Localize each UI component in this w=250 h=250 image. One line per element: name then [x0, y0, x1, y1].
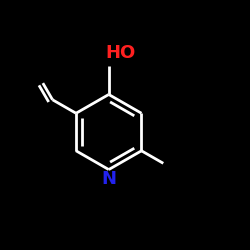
Text: HO: HO — [105, 44, 136, 62]
Text: N: N — [101, 170, 116, 188]
